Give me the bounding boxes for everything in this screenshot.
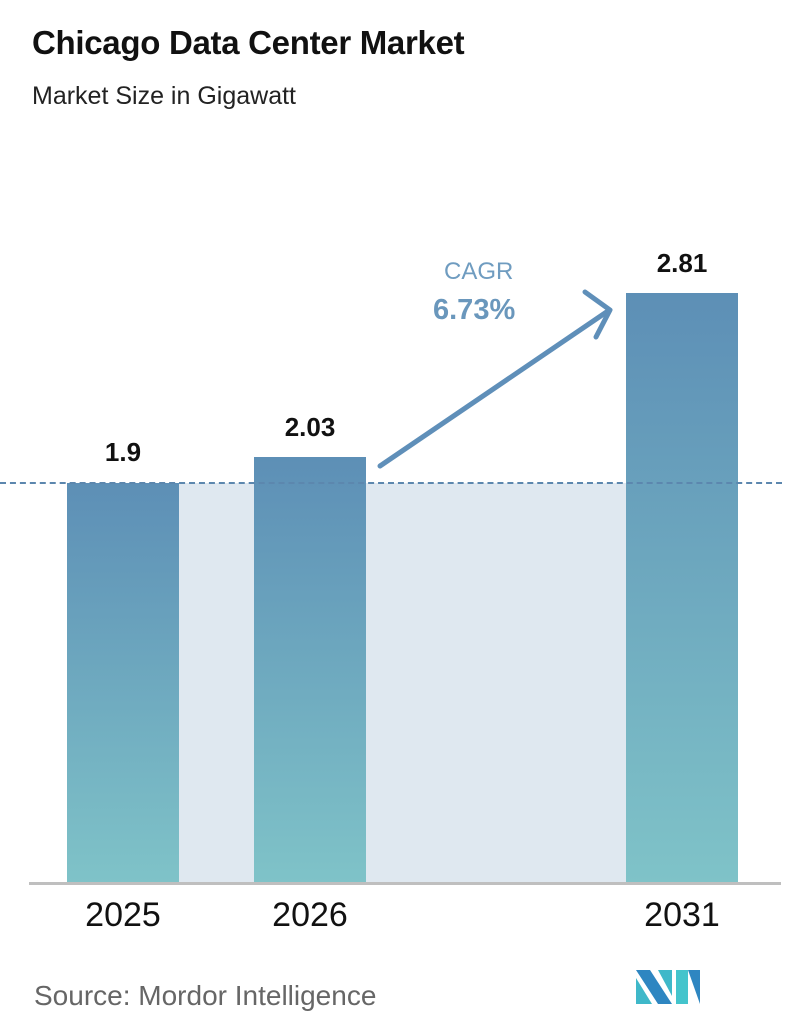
value-label-2026: 2.03 [284,412,336,442]
x-axis-line [29,882,781,885]
bar-2025 [67,483,179,883]
source-text: Source: Mordor Intelligence [34,980,377,1011]
value-label-2025: 1.9 [104,437,142,467]
bar-2031 [626,293,738,883]
baseline-reference-line [0,482,782,484]
chart-subtitle: Market Size in Gigawatt [32,82,296,110]
mordor-logo-icon [636,970,700,1004]
bar-2026 [254,457,366,883]
x-tick-2031: 2031 [644,896,720,934]
cagr-label: CAGR [444,258,514,285]
x-tick-2025: 2025 [85,896,161,934]
comparison-band [179,483,626,883]
value-label-2031: 2.81 [656,248,708,278]
chart-title: Chicago Data Center Market [32,24,465,61]
cagr-value: 6.73% [433,294,516,326]
x-tick-2026: 2026 [272,896,348,934]
